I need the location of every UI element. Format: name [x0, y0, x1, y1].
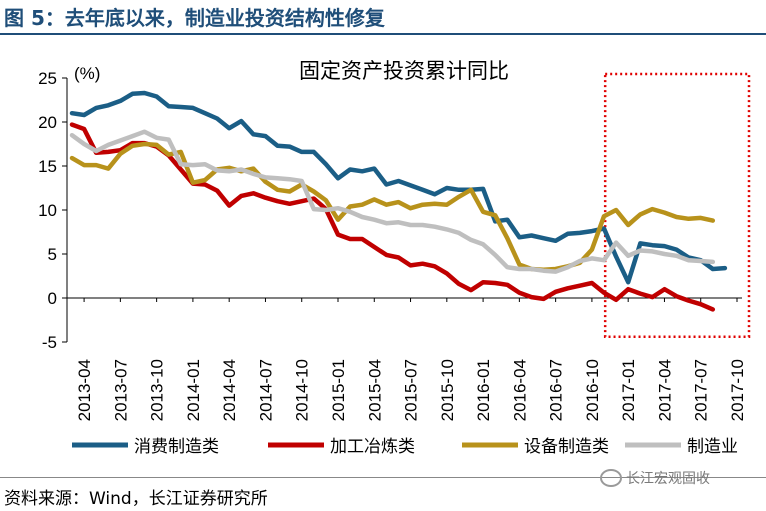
y-tick-label: 10	[38, 201, 57, 220]
x-tick-label: 2013-04	[75, 359, 94, 421]
legend-label: 制造业	[687, 437, 738, 457]
x-tick-label: 2014-10	[293, 359, 312, 421]
x-tick-label: 2017-10	[728, 359, 747, 421]
x-tick-label: 2016-01	[474, 359, 493, 421]
x-tick-label: 2015-10	[438, 359, 457, 421]
title-rule	[0, 33, 766, 35]
x-tick-label: 2013-07	[111, 359, 130, 421]
series-line-设备制造类	[69, 141, 716, 273]
chart-title: 固定资产投资累计同比	[299, 59, 509, 83]
wechat-icon	[600, 469, 622, 487]
x-tick-label: 2013-10	[148, 359, 167, 421]
highlight-box	[603, 72, 751, 338]
y-axis-unit-label: (%)	[74, 64, 100, 83]
x-tick-label: 2017-07	[692, 359, 711, 421]
x-tick-label: 2015-04	[365, 359, 384, 421]
watermark-text: 长江宏观固收	[626, 471, 710, 487]
x-tick-label: 2015-07	[402, 359, 421, 421]
x-tick-label: 2014-04	[220, 359, 239, 421]
x-tick-label: 2014-01	[184, 359, 203, 421]
legend-label: 设备制造类	[524, 437, 609, 457]
watermark: 长江宏观固收	[600, 468, 710, 488]
series-lines	[69, 90, 728, 312]
source-note: 资料来源：Wind，长江证券研究所	[4, 489, 268, 509]
y-tick-label: 15	[38, 157, 57, 176]
x-tick-label: 2015-01	[329, 359, 348, 421]
y-axis: -5 0 5 10 15 20 25	[38, 69, 68, 352]
y-tick-label: 25	[38, 69, 57, 88]
series-line-加工冶炼类	[69, 122, 716, 312]
legend: 消费制造类 加工冶炼类 设备制造类 制造业	[72, 437, 738, 457]
x-tick-label: 2016-04	[510, 359, 529, 421]
x-tick-label: 2017-01	[619, 359, 638, 421]
y-tick-label: 5	[48, 245, 57, 264]
footer-rule	[0, 477, 766, 478]
x-tick-label: 2016-10	[583, 359, 602, 421]
y-tick-label: -5	[42, 333, 57, 352]
y-tick-label: 20	[38, 113, 57, 132]
x-axis: 2013-04 2013-07 2013-10 2014-01 2014-04 2014-…	[67, 297, 747, 421]
series-line-制造业	[69, 129, 716, 274]
legend-label: 消费制造类	[134, 437, 219, 457]
x-tick-label: 2014-07	[256, 359, 275, 421]
x-tick-label: 2016-07	[547, 359, 566, 421]
x-tick-label: 2017-04	[655, 359, 674, 421]
y-tick-label: 0	[48, 289, 57, 308]
figure-title: 图 5：去年底以来，制造业投资结构性修复	[4, 6, 385, 30]
series-line-消费制造类	[69, 90, 728, 285]
line-chart: -5 0 5 10 15 20 25 2013-04 2013-07 2013-10 2014-0…	[38, 59, 751, 457]
legend-label: 加工冶炼类	[330, 437, 415, 457]
